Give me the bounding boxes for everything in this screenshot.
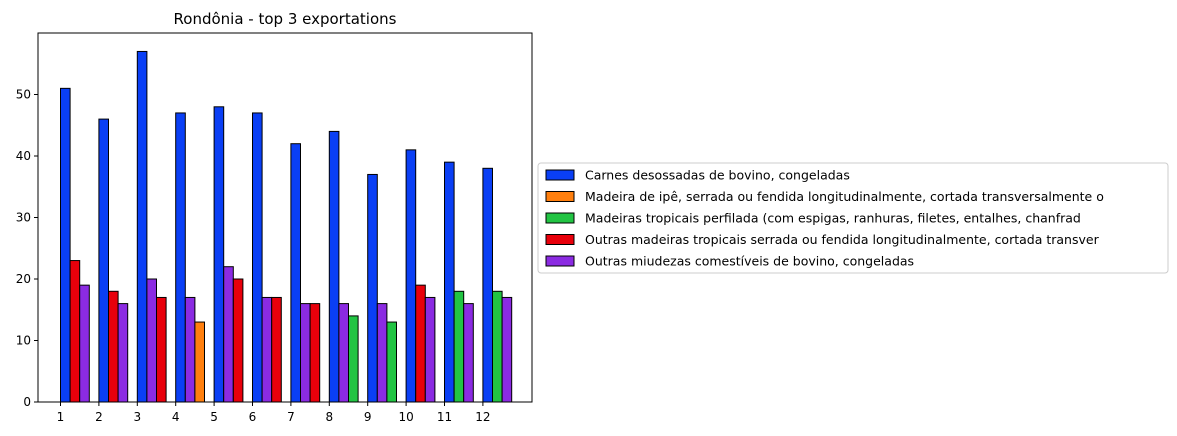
x-tick-label: 10 xyxy=(398,410,413,424)
legend-label: Outras miudezas comestíveis de bovino, c… xyxy=(585,254,914,269)
legend-swatch xyxy=(545,212,575,224)
bar xyxy=(69,260,81,403)
bar xyxy=(223,266,234,403)
bar xyxy=(453,290,465,403)
x-tick-label: 5 xyxy=(210,410,218,424)
bar xyxy=(175,112,186,403)
bar xyxy=(290,143,301,403)
bar xyxy=(156,296,167,403)
bar xyxy=(79,284,90,403)
bar xyxy=(194,321,205,403)
bar xyxy=(415,284,426,403)
legend-swatch xyxy=(545,234,575,245)
x-tick-label: 3 xyxy=(133,410,141,424)
y-axis: 0 10 20 30 40 50 xyxy=(16,88,38,409)
x-tick-label: 8 xyxy=(325,410,333,424)
y-tick-label: 20 xyxy=(16,272,31,286)
legend-label: Madeiras tropicais perfilada (com espiga… xyxy=(585,211,1081,226)
legend-label: Outras madeiras tropicais serrada ou fen… xyxy=(585,232,1100,247)
x-axis: 1 2 3 4 5 6 7 8 9 10 11 12 xyxy=(57,402,491,424)
bar xyxy=(98,118,110,403)
bars-layer xyxy=(60,50,513,403)
bar xyxy=(213,106,225,403)
bar xyxy=(309,303,321,403)
bar xyxy=(367,173,378,403)
bar xyxy=(136,50,148,403)
bar xyxy=(300,303,311,403)
bar xyxy=(108,290,119,403)
x-tick-label: 4 xyxy=(172,410,180,424)
bar xyxy=(328,130,340,403)
bar xyxy=(338,303,349,403)
x-tick-label: 12 xyxy=(475,410,490,424)
x-tick-label: 1 xyxy=(57,410,65,424)
bar xyxy=(348,315,359,403)
y-tick-label: 30 xyxy=(16,211,31,225)
y-tick-label: 40 xyxy=(16,149,31,163)
y-tick-label: 0 xyxy=(23,395,31,409)
y-tick-label: 10 xyxy=(16,334,31,348)
y-tick-label: 50 xyxy=(16,88,31,102)
bar xyxy=(501,296,513,403)
bar xyxy=(60,87,71,403)
bar xyxy=(492,290,503,403)
bar xyxy=(146,278,157,403)
bar xyxy=(271,296,282,403)
chart-title: Rondônia - top 3 exportations xyxy=(174,10,397,28)
legend-box xyxy=(537,162,1169,274)
legend-swatch xyxy=(545,169,575,181)
bar xyxy=(252,112,263,403)
bar xyxy=(444,161,455,403)
legend: Carnes desossadas de bovino, congeladas M… xyxy=(537,162,1169,274)
bar xyxy=(232,278,244,403)
x-tick-label: 11 xyxy=(437,410,452,424)
bar xyxy=(261,296,273,403)
bar xyxy=(405,149,417,403)
x-tick-label: 7 xyxy=(287,410,295,424)
bar xyxy=(463,303,474,403)
legend-swatch xyxy=(545,255,575,267)
bar xyxy=(117,303,129,403)
legend-label: Madeira de ipê, serrada ou fendida longi… xyxy=(585,189,1104,204)
x-tick-label: 6 xyxy=(249,410,257,424)
bar xyxy=(376,303,388,403)
bar xyxy=(424,296,436,403)
bar xyxy=(184,296,196,403)
x-tick-label: 9 xyxy=(364,410,372,424)
legend-label: Carnes desossadas de bovino, congeladas xyxy=(585,168,850,183)
legend-swatch xyxy=(545,191,575,202)
bar xyxy=(482,167,493,403)
x-tick-label: 2 xyxy=(95,410,103,424)
bar xyxy=(386,321,397,403)
